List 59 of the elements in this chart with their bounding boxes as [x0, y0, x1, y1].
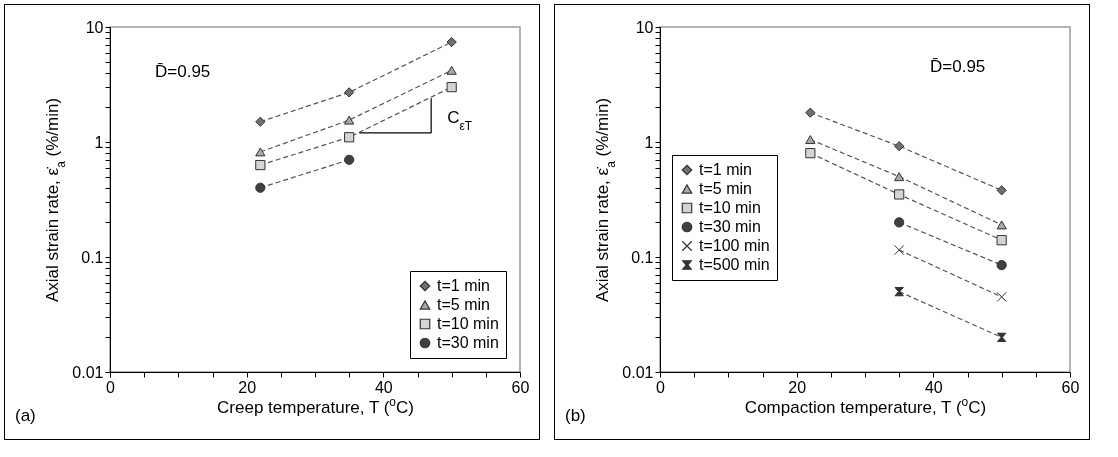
- legend-label: t=30 min: [699, 218, 761, 235]
- annotation: D̄=0.95: [155, 62, 211, 81]
- point: [894, 172, 905, 182]
- legend-label: t=10 min: [437, 315, 499, 332]
- y-tick-label: 0.1: [631, 248, 654, 266]
- point: [446, 65, 457, 75]
- annotation: C$_{εT}$: [447, 108, 473, 134]
- point: [997, 332, 1007, 343]
- x-tick-label: 60: [1061, 378, 1080, 396]
- point: [344, 87, 355, 98]
- x-tick-label: 60: [511, 378, 530, 396]
- point: [805, 135, 816, 145]
- x-tick-label: 0: [656, 378, 666, 396]
- legend-label: t=1 min: [437, 277, 490, 294]
- point: [894, 286, 904, 297]
- y-tick-label: 1: [644, 133, 654, 151]
- point: [996, 291, 1007, 302]
- legend-label: t=100 min: [699, 237, 770, 254]
- legend-label: t=1 min: [699, 161, 752, 178]
- point: [996, 235, 1007, 246]
- point: [805, 148, 816, 159]
- point: [996, 185, 1007, 196]
- point: [996, 260, 1007, 271]
- legend-label: t=10 min: [699, 199, 761, 216]
- text: (a): [15, 406, 36, 425]
- point: [255, 116, 266, 127]
- point: [446, 36, 457, 48]
- x-axis-title: Compaction temperature, T ($^{o}$C): [744, 394, 987, 417]
- y-tick-label: 0.01: [72, 363, 104, 381]
- point: [894, 244, 905, 256]
- legend-label: t=5 min: [699, 180, 752, 197]
- y-tick-label: 10: [635, 18, 654, 36]
- point: [344, 115, 355, 125]
- y-tick-label: 0.01: [622, 363, 654, 381]
- point: [255, 182, 266, 193]
- point: [805, 107, 816, 118]
- point: [446, 82, 457, 93]
- point: [255, 147, 266, 157]
- x-tick-label: 40: [374, 378, 393, 396]
- point: [344, 132, 355, 143]
- x-tick-label: 40: [924, 378, 943, 396]
- point: [894, 141, 905, 152]
- point: [894, 217, 905, 228]
- legend-label: t=500 min: [699, 256, 770, 273]
- point: [894, 189, 905, 200]
- y-tick-label: 0.1: [81, 248, 104, 266]
- text: (b): [565, 406, 586, 425]
- y-tick-label: 1: [94, 133, 104, 151]
- x-axis-title: Creep temperature, T ($^{o}$C): [217, 394, 414, 417]
- annotation: D̄=0.95: [930, 57, 986, 76]
- legend-label: t=5 min: [437, 296, 490, 313]
- y-tick-label: 10: [85, 18, 104, 36]
- point: [344, 154, 355, 165]
- point: [255, 159, 266, 171]
- x-tick-label: 0: [106, 378, 116, 396]
- legend-label: t=30 min: [437, 334, 499, 351]
- point: [996, 220, 1007, 230]
- x-tick-label: 20: [238, 378, 257, 396]
- x-tick-label: 20: [788, 378, 807, 396]
